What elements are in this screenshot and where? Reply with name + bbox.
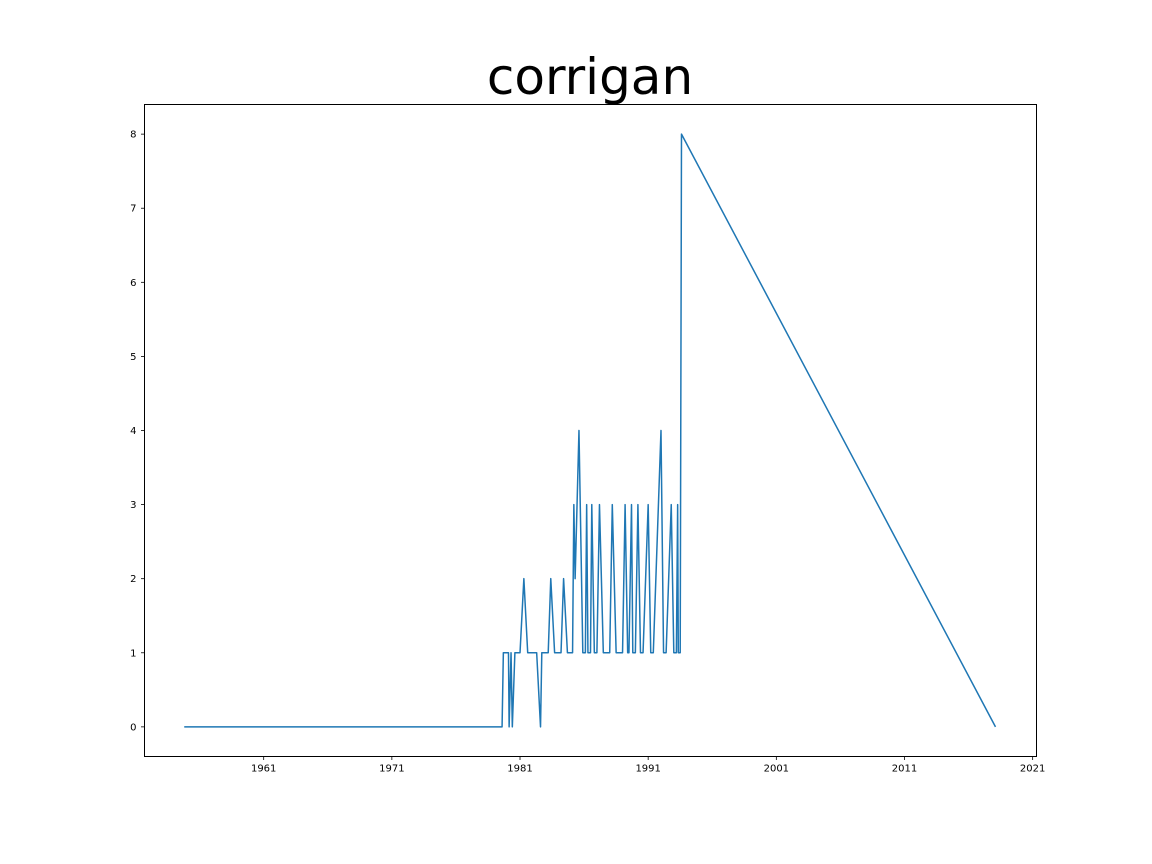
x-tick-label: 1981 [507,764,532,775]
y-tick-label: 4 [130,426,136,437]
x-tick-label: 2021 [1020,764,1045,775]
x-tick-label: 2001 [764,764,789,775]
y-tick-label: 7 [130,204,136,215]
x-tick-label: 1971 [379,764,404,775]
y-tick-label: 6 [130,278,136,289]
y-tick-label: 0 [130,722,136,733]
y-tick-label: 2 [130,574,136,585]
x-tick-label: 2011 [892,764,917,775]
plot-frame [144,104,1037,757]
y-tick-label: 1 [130,648,136,659]
series-line-0 [184,133,997,728]
chart-title: corrigan [486,48,694,106]
x-tick-label: 1961 [251,764,276,775]
y-tick-label: 8 [130,130,136,141]
y-tick-label: 5 [130,352,136,363]
y-tick-label: 3 [130,500,136,511]
x-tick-label: 1991 [635,764,660,775]
